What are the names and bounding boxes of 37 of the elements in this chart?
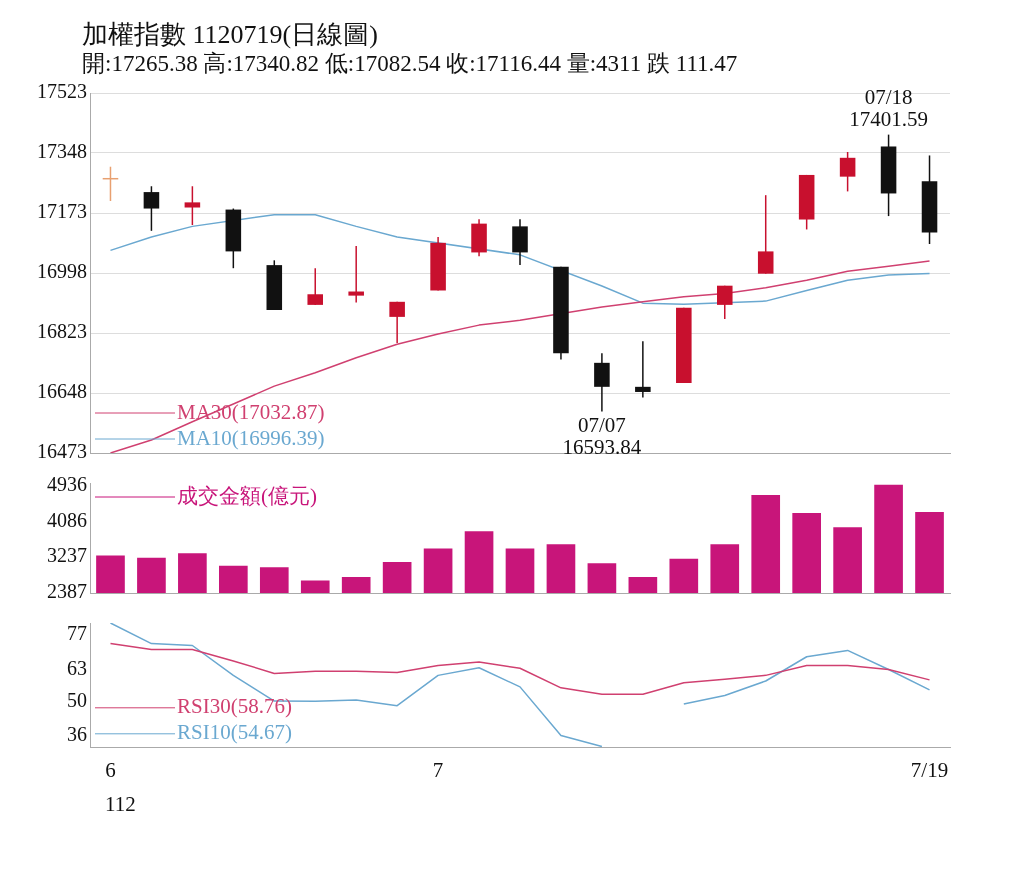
candlestick	[307, 267, 324, 306]
y-tick-label: 3237	[47, 544, 87, 567]
legend-label: MA10(16996.39)	[177, 425, 325, 450]
y-tick-label: 16998	[37, 260, 87, 283]
y-tick-label: 4086	[47, 508, 87, 531]
candlestick	[839, 151, 856, 193]
annotation: 07/07 16593.84	[562, 412, 642, 459]
chart-subtitle: 開:17265.38 高:17340.82 低:17082.54 收:17116.44 量:4311 跌 111.47	[82, 50, 739, 78]
y-tick-label: 16473	[37, 440, 87, 463]
y-tick-label: 16648	[37, 380, 87, 403]
candlestick	[143, 185, 160, 232]
x-tick-label: 7	[432, 757, 444, 782]
y-tick-label: 36	[67, 722, 87, 745]
chart-title: 加權指數 1120719(日線圖)	[82, 20, 379, 50]
candlestick	[716, 284, 733, 320]
legend-label: 成交金額(億元)	[177, 483, 317, 508]
candlestick	[757, 194, 774, 275]
y-tick-label: 16823	[37, 320, 87, 343]
candlestick	[635, 340, 651, 399]
y-tick-label: 4936	[47, 472, 87, 495]
candlestick	[184, 185, 201, 226]
legend-label: RSI30(58.76)	[177, 694, 292, 719]
y-tick-label: 77	[67, 622, 87, 645]
x-tick-label: 7/19	[910, 757, 949, 782]
annotation: 07/18 17401.59	[849, 84, 928, 131]
y-tick-label: 17173	[37, 200, 87, 223]
y-tick-label: 2387	[47, 580, 87, 603]
y-tick-label: 63	[67, 656, 87, 679]
candlestick	[348, 245, 364, 304]
legend-label: RSI10(54.67)	[177, 720, 292, 745]
y-tick-label: 17348	[37, 140, 87, 163]
text: 112	[105, 792, 136, 817]
x-tick-label: 6	[105, 757, 116, 782]
candlestick	[594, 352, 610, 413]
y-tick-label: 17523	[37, 80, 87, 103]
candlestick	[389, 301, 405, 344]
y-tick-label: 50	[67, 688, 87, 711]
